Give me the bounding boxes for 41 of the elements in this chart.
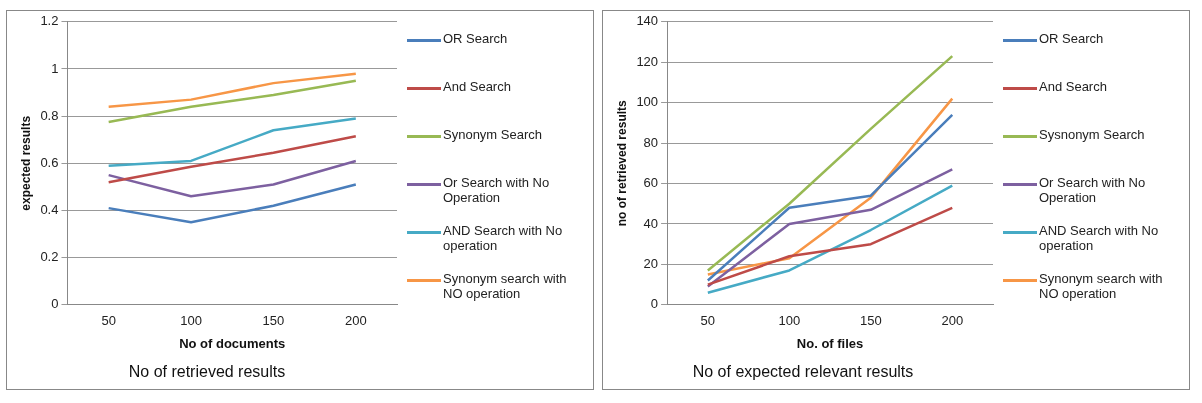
y-tick-label: 40 xyxy=(643,215,659,231)
y-tick-label: 0 xyxy=(650,296,659,312)
legend-label: OR Search xyxy=(1039,31,1104,46)
x-tick-label: 200 xyxy=(941,313,964,329)
text: No of retrieved results xyxy=(127,363,287,381)
y-tick-label: 0.4 xyxy=(40,202,59,218)
legend-label: OR Search xyxy=(443,31,508,46)
y-axis-title: no of retrieved results xyxy=(614,99,629,227)
legend-label: Or Search with No Operation xyxy=(1039,175,1147,205)
text: No of expected relevant results xyxy=(691,363,915,381)
y-axis-title: expected results xyxy=(18,115,33,211)
y-tick-label: 100 xyxy=(636,94,659,110)
x-tick-label: 50 xyxy=(700,313,716,329)
legend-label: Sysnonym Search xyxy=(1039,127,1145,142)
x-tick-label: 100 xyxy=(180,313,202,329)
x-axis-title: No of documents xyxy=(179,335,286,351)
x-tick-label: 100 xyxy=(778,313,801,329)
y-tick-label: 80 xyxy=(643,134,659,150)
x-axis-title: No. of files xyxy=(796,335,864,351)
legend-label: Or Search with No Operation xyxy=(443,175,551,205)
y-tick-label: 0.2 xyxy=(40,249,59,265)
y-tick-label: 60 xyxy=(643,175,659,191)
y-tick-label: 1 xyxy=(51,60,59,76)
x-tick-label: 50 xyxy=(101,313,116,329)
legend-label: AND Search with No operation xyxy=(1039,223,1160,253)
legend-label: Synonym search with NO operation xyxy=(1039,271,1164,301)
y-tick-label: 20 xyxy=(643,255,659,271)
legend-label: AND Search with No operation xyxy=(443,223,564,253)
y-tick-label: 140 xyxy=(636,13,659,29)
y-tick-label: 0.8 xyxy=(40,107,59,123)
y-tick-label: 0.6 xyxy=(40,154,59,170)
legend-label: Synonym Search xyxy=(443,127,542,142)
x-tick-label: 150 xyxy=(262,313,285,329)
x-tick-label: 150 xyxy=(859,313,882,329)
legend-label: And Search xyxy=(443,79,511,94)
legend-label: Synonym search with NO operation xyxy=(443,271,568,301)
y-tick-label: 1.2 xyxy=(40,13,59,29)
x-tick-label: 200 xyxy=(344,313,367,329)
legend-label: And Search xyxy=(1039,79,1107,94)
y-tick-label: 0 xyxy=(51,296,59,312)
y-tick-label: 120 xyxy=(636,53,659,69)
